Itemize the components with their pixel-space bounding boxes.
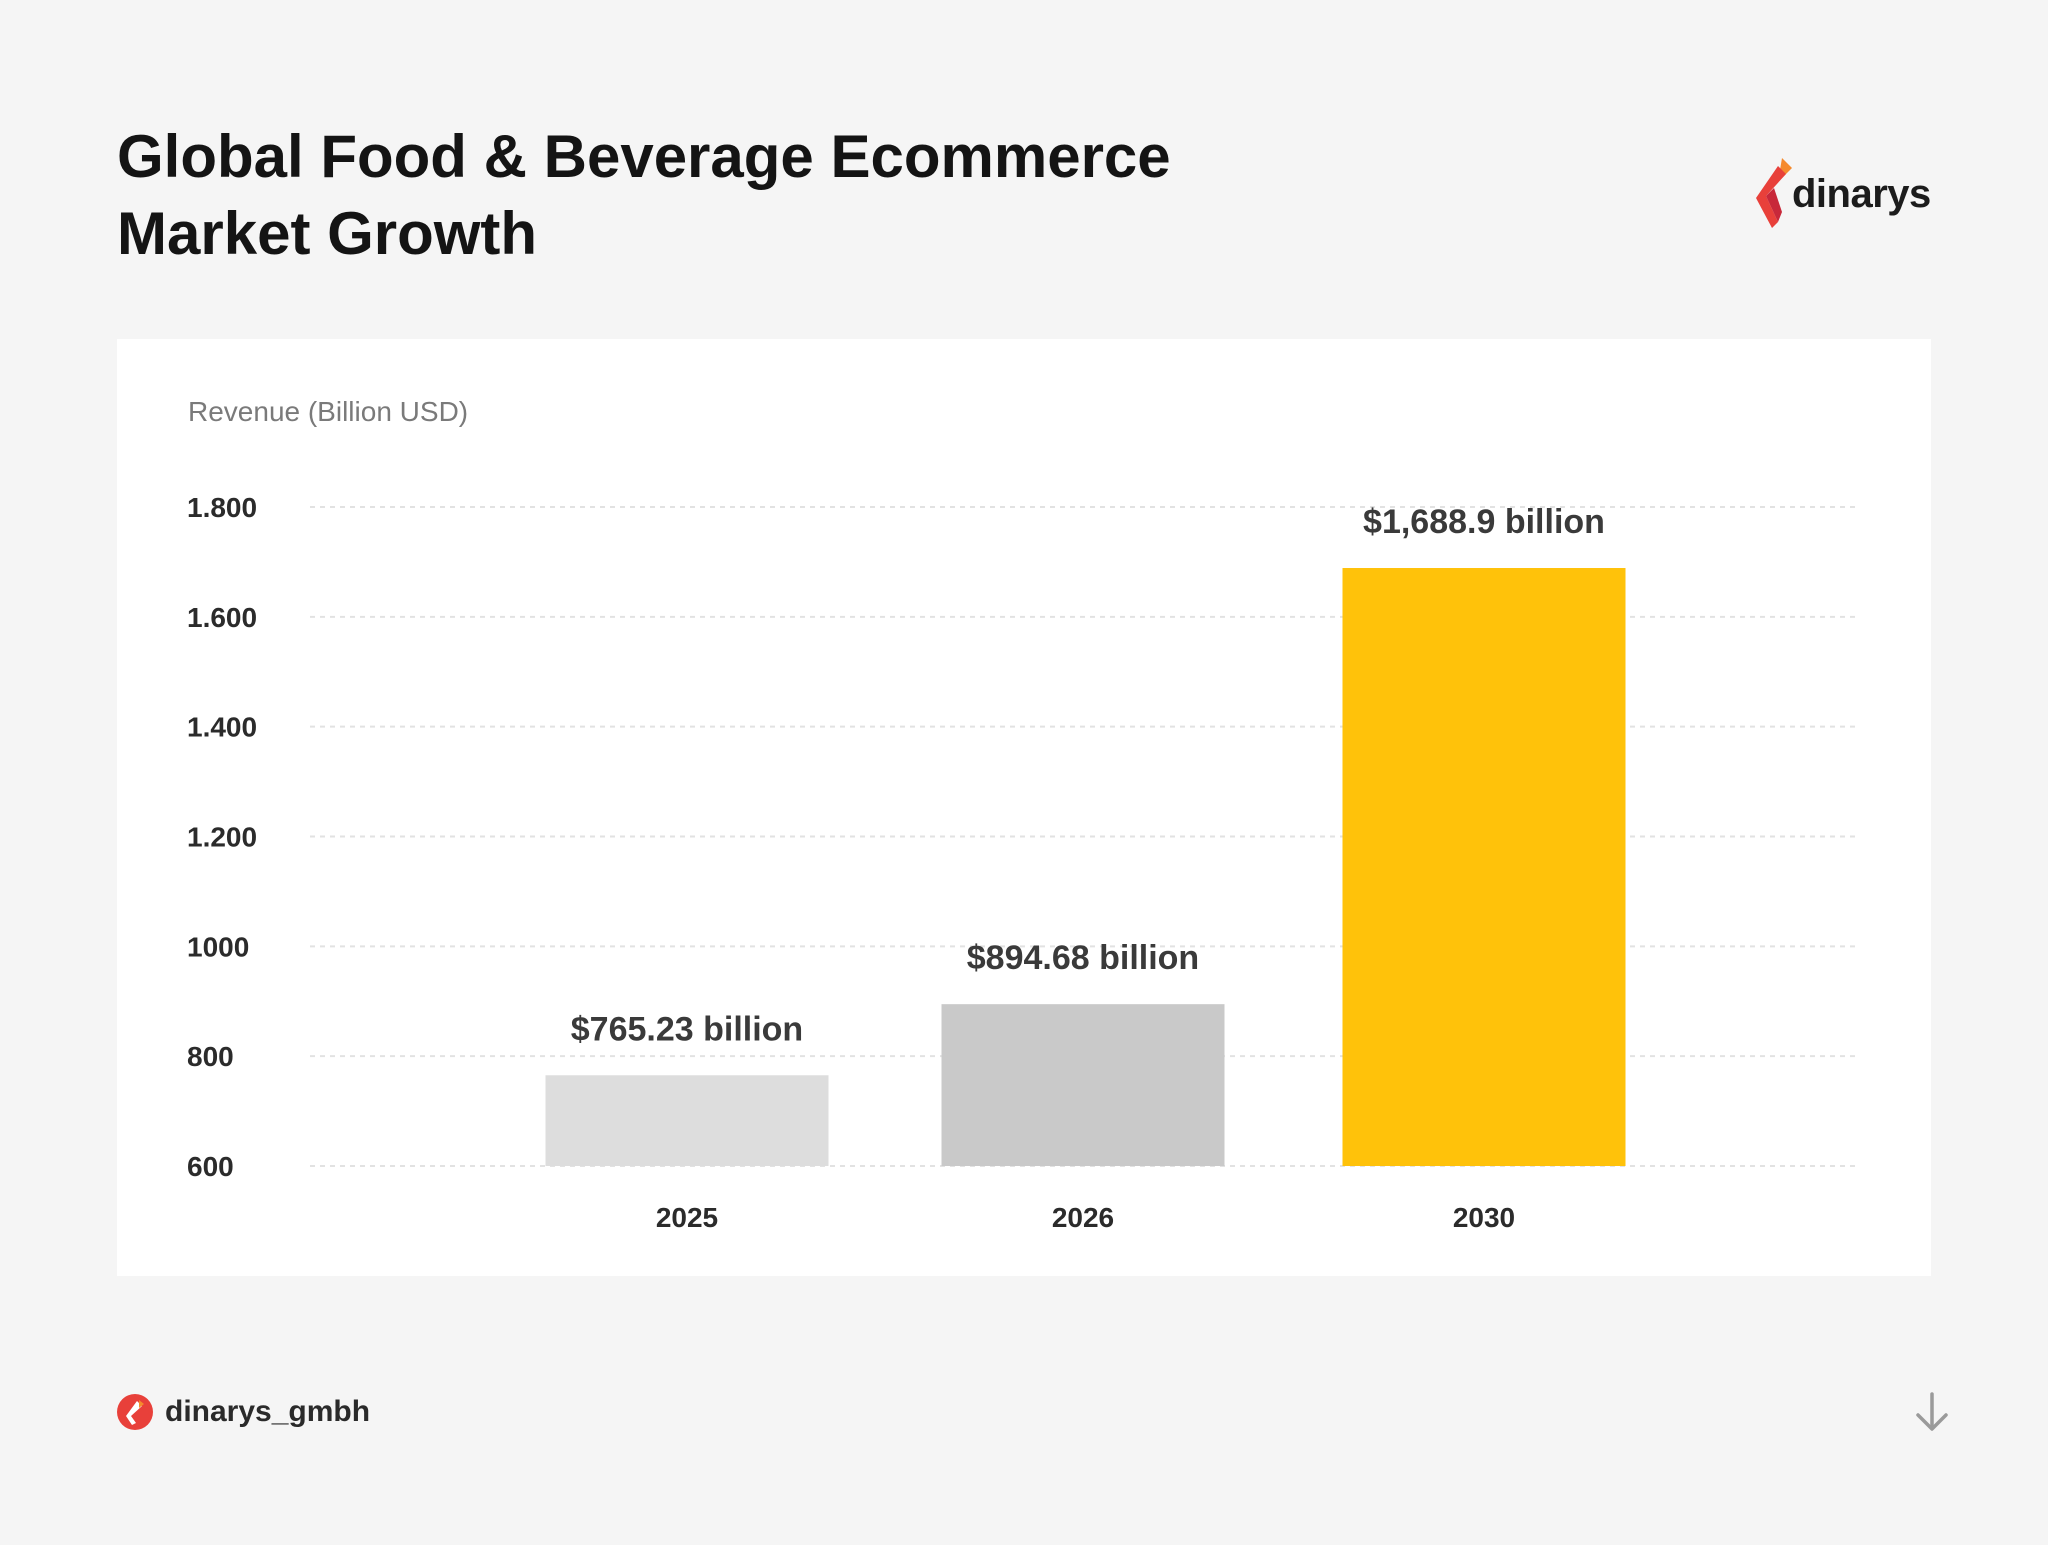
- y-tick-label: 1.800: [187, 492, 257, 523]
- logo-wordmark: dinarys: [1792, 172, 1931, 216]
- x-tick-label: 2025: [656, 1202, 718, 1233]
- bar-chart: Revenue (Billion USD) 600 800 1000 1.200 1.4…: [187, 396, 1860, 1233]
- bar-value-label: $1,688.9 billion: [1363, 503, 1605, 541]
- x-tick-label: 2026: [1052, 1202, 1114, 1233]
- bar-value-label: $765.23 billion: [571, 1010, 803, 1048]
- y-tick-label: 1.400: [187, 712, 257, 743]
- y-axis-label: Revenue (Billion USD): [188, 396, 468, 427]
- y-tick-label: 800: [187, 1041, 234, 1072]
- arrow-down-icon[interactable]: [1912, 1390, 1952, 1434]
- bar-2025: [545, 1075, 829, 1166]
- y-tick-label: 1000: [187, 931, 249, 962]
- y-tick-label: 1.600: [187, 602, 257, 633]
- social-handle[interactable]: dinarys_gmbh: [117, 1393, 370, 1431]
- y-tick-label: 600: [187, 1151, 234, 1182]
- y-tick-label: 1.200: [187, 822, 257, 853]
- page-title: Global Food & Beverage Ecommerce Market …: [117, 118, 1417, 272]
- bar-2030: [1342, 568, 1626, 1166]
- bar-value-label: $894.68 billion: [967, 939, 1199, 977]
- brand-logo: dinarys: [1752, 152, 1932, 232]
- bar-2026: [941, 1004, 1225, 1166]
- x-tick-label: 2030: [1453, 1202, 1515, 1233]
- chart-card: Revenue (Billion USD) 600 800 1000 1.200 1.4…: [117, 339, 1931, 1276]
- title-line-2: Market Growth: [117, 200, 538, 267]
- dinarys-flame-logo-icon: [1756, 158, 1792, 228]
- dinarys-round-logo-icon: [117, 1394, 153, 1430]
- title-line-1: Global Food & Beverage Ecommerce: [117, 123, 1171, 190]
- handle-text: dinarys_gmbh: [165, 1395, 371, 1428]
